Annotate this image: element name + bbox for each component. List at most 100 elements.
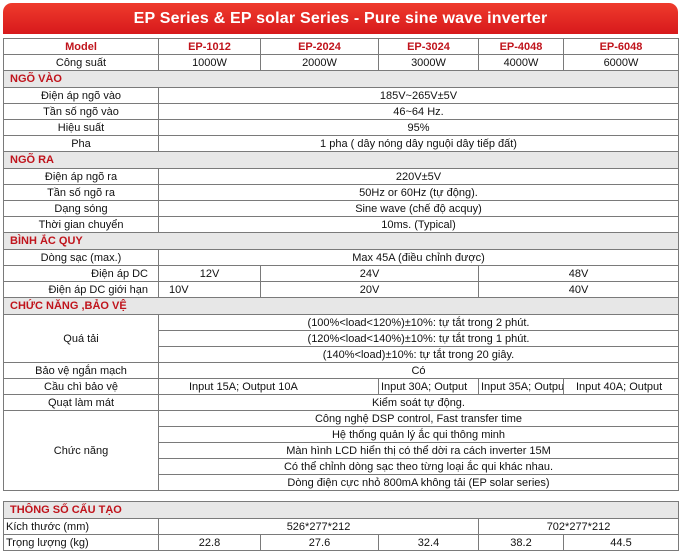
model-ep-4048: EP-4048 bbox=[478, 38, 564, 55]
spec-value: Sine wave (chế độ acquy) bbox=[158, 200, 679, 217]
spec-row: Thời gian chuyển 10ms. (Typical) bbox=[3, 216, 679, 233]
spec-row: Điện áp ngõ vào 185V~265V±5V bbox=[3, 87, 679, 104]
section-input-title: NGÕ VÀO bbox=[3, 70, 679, 88]
spec-value: 48V bbox=[478, 265, 679, 282]
section-row: NGÕ RA bbox=[3, 151, 679, 169]
spec-row: Dạng sóng Sine wave (chế độ acquy) bbox=[3, 200, 679, 217]
spec-label: Quá tải bbox=[3, 314, 159, 363]
spec-value: (100%<load<120%)±10%: tự tắt trong 2 phú… bbox=[158, 314, 679, 331]
capacity-value: 6000W bbox=[563, 54, 679, 71]
model-label: Model bbox=[3, 38, 159, 55]
spec-value: 46~64 Hz. bbox=[158, 103, 679, 120]
capacity-value: 2000W bbox=[260, 54, 379, 71]
spec-value: Dòng điện cực nhỏ 800mA không tải (EP so… bbox=[158, 474, 679, 491]
spec-value: 44.5 bbox=[563, 534, 679, 551]
model-header-row: Model EP-1012 EP-2024 EP-3024 EP-4048 EP… bbox=[3, 38, 679, 55]
spec-label: Dòng sạc (max.) bbox=[3, 249, 159, 266]
spec-value: Input 40A; Output bbox=[563, 378, 679, 395]
spec-value: 526*277*212 bbox=[158, 518, 479, 535]
spec-value: Input 15A; Output 10A bbox=[158, 378, 379, 395]
spec-row: Tần số ngõ vào 46~64 Hz. bbox=[3, 103, 679, 120]
section-battery-title: BÌNH ẮC QUY bbox=[3, 232, 679, 250]
spec-table: Model EP-1012 EP-2024 EP-3024 EP-4048 EP… bbox=[3, 38, 679, 551]
spec-value: Input 35A; Output bbox=[478, 378, 564, 395]
spec-row: Kích thước (mm) 526*277*212 702*277*212 bbox=[3, 518, 679, 535]
spec-row: Có thể chỉnh dòng sạc theo từng loại ắc … bbox=[4, 458, 679, 475]
spec-value: Kiểm soát tự động. bbox=[158, 394, 679, 411]
page-title: EP Series & EP solar Series - Pure sine … bbox=[3, 3, 678, 34]
spec-label: Hiệu suất bbox=[3, 119, 159, 136]
spec-label: Điện áp ngõ vào bbox=[3, 87, 159, 104]
spec-row: Quạt làm mát Kiểm soát tự động. bbox=[3, 394, 679, 411]
spec-value: 20V bbox=[260, 281, 479, 298]
capacity-row: Công suất 1000W 2000W 3000W 4000W 6000W bbox=[3, 54, 679, 71]
spec-value: Hệ thống quản lý ắc qui thông minh bbox=[158, 426, 679, 443]
spacer-row bbox=[3, 490, 679, 502]
spec-value: Max 45A (điều chỉnh được) bbox=[158, 249, 679, 266]
spec-row: Điện áp DC giới hạn 10V 20V 40V bbox=[3, 281, 679, 298]
spec-label: Cầu chì bảo vệ bbox=[3, 378, 159, 395]
model-ep-6048: EP-6048 bbox=[563, 38, 679, 55]
spec-label: Trọng lượng (kg) bbox=[3, 534, 159, 551]
spec-value: 40V bbox=[478, 281, 679, 298]
spec-value: (120%<load<140%)±10%: tự tắt trong 1 phú… bbox=[158, 330, 679, 347]
spec-row: Pha 1 pha ( dây nóng dây nguội dây tiếp đ… bbox=[3, 135, 679, 152]
spec-value: 10V bbox=[158, 281, 261, 298]
spec-value: 95% bbox=[158, 119, 679, 136]
spec-value: 27.6 bbox=[260, 534, 379, 551]
capacity-value: 4000W bbox=[478, 54, 564, 71]
spec-label: Tần số ngõ vào bbox=[3, 103, 159, 120]
spec-row: Dòng sạc (max.) Max 45A (điều chỉnh được) bbox=[3, 249, 679, 266]
spec-value: 22.8 bbox=[158, 534, 261, 551]
spec-row: Chức năng Công nghệ DSP control, Fast tr… bbox=[3, 410, 679, 491]
spec-row: Trọng lượng (kg) 22.8 27.6 32.4 38.2 44.… bbox=[3, 534, 679, 551]
spec-value: 38.2 bbox=[478, 534, 564, 551]
spec-value: 24V bbox=[260, 265, 479, 282]
section-row: BÌNH ẮC QUY bbox=[3, 232, 679, 250]
spec-value: 220V±5V bbox=[158, 168, 679, 185]
spec-value: Có bbox=[158, 362, 679, 379]
section-functions-title: CHỨC NĂNG ,BẢO VỆ bbox=[3, 297, 679, 315]
spec-label: Điện áp DC giới hạn bbox=[3, 281, 159, 298]
spec-value: Có thể chỉnh dòng sạc theo từng loại ắc … bbox=[158, 458, 679, 475]
spec-value: Màn hình LCD hiển thị có thể dời ra cách… bbox=[158, 442, 679, 459]
spec-value: 185V~265V±5V bbox=[158, 87, 679, 104]
capacity-value: 3000W bbox=[378, 54, 479, 71]
spec-value: Công nghệ DSP control, Fast transfer tim… bbox=[158, 410, 679, 427]
spec-label: Quạt làm mát bbox=[3, 394, 159, 411]
spec-label: Điện áp ngõ ra bbox=[3, 168, 159, 185]
capacity-label: Công suất bbox=[3, 54, 159, 71]
capacity-value: 1000W bbox=[158, 54, 261, 71]
spec-row: Điện áp ngõ ra 220V±5V bbox=[3, 168, 679, 185]
model-ep-3024: EP-3024 bbox=[378, 38, 479, 55]
model-ep-1012: EP-1012 bbox=[158, 38, 261, 55]
section-row: CHỨC NĂNG ,BẢO VỆ bbox=[3, 297, 679, 315]
spec-label: Tần số ngõ ra bbox=[3, 184, 159, 201]
spec-value: 32.4 bbox=[378, 534, 479, 551]
section-output-title: NGÕ RA bbox=[3, 151, 679, 169]
spec-row: Điện áp DC 12V 24V 48V bbox=[3, 265, 679, 282]
spec-row: Quá tải (100%<load<120%)±10%: tự tắt tro… bbox=[3, 314, 679, 363]
spec-value: (140%<load)±10%: tự tắt trong 20 giây. bbox=[158, 346, 679, 363]
spec-value: 50Hz or 60Hz (tự động). bbox=[158, 184, 679, 201]
spec-label: Chức năng bbox=[3, 410, 159, 491]
spec-value: 12V bbox=[158, 265, 261, 282]
spec-label: Thời gian chuyển bbox=[3, 216, 159, 233]
spec-row: Tần số ngõ ra 50Hz or 60Hz (tự động). bbox=[3, 184, 679, 201]
spec-label: Điện áp DC bbox=[3, 265, 159, 282]
spec-row: Hiệu suất 95% bbox=[3, 119, 679, 136]
spec-row: Bảo vệ ngắn mạch Có bbox=[3, 362, 679, 379]
spec-value: 10ms. (Typical) bbox=[158, 216, 679, 233]
model-ep-2024: EP-2024 bbox=[260, 38, 379, 55]
spec-label: Dạng sóng bbox=[3, 200, 159, 217]
section-row: NGÕ VÀO bbox=[3, 70, 679, 88]
spec-value: 1 pha ( dây nóng dây nguội dây tiếp đất) bbox=[158, 135, 679, 152]
spec-row: Cầu chì bảo vệ Input 15A; Output 10A Inp… bbox=[3, 378, 679, 395]
spec-value: Input 30A; Output bbox=[378, 378, 479, 395]
spec-value: 702*277*212 bbox=[478, 518, 679, 535]
section-structure-title: THÔNG SỐ CẤU TẠO bbox=[3, 501, 679, 519]
spec-label: Pha bbox=[3, 135, 159, 152]
spec-label: Kích thước (mm) bbox=[3, 518, 159, 535]
spec-label: Bảo vệ ngắn mạch bbox=[3, 362, 159, 379]
section-row: THÔNG SỐ CẤU TẠO bbox=[3, 501, 679, 519]
